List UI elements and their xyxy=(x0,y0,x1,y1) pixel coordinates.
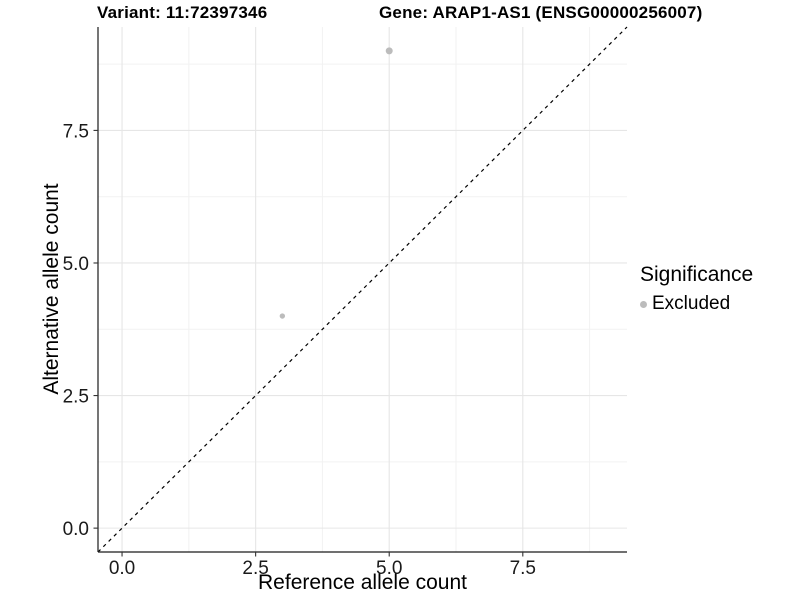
variant-title: Variant: 11:72397346 xyxy=(97,3,268,22)
x-tick-label: 5.0 xyxy=(376,558,402,579)
data-point xyxy=(385,47,393,55)
legend-item-label: Excluded xyxy=(652,293,731,314)
x-tick-label: 2.5 xyxy=(242,558,268,579)
legend-title: Significance xyxy=(640,263,754,286)
x-tick-label: 0.0 xyxy=(109,558,135,579)
y-tick-label: 2.5 xyxy=(63,387,89,408)
data-point xyxy=(279,313,286,319)
legend: Significance Excluded xyxy=(640,263,753,315)
x-tick-label: 7.5 xyxy=(510,558,536,579)
legend-point-icon xyxy=(640,300,647,308)
gene-title: Gene: ARAP1-AS1 (ENSG00000256007) xyxy=(379,3,703,22)
y-tick-label: 5.0 xyxy=(63,254,89,275)
y-tick-label: 7.5 xyxy=(63,121,89,142)
y-axis-title: Alternative allele count xyxy=(40,183,63,395)
x-axis-title: Reference allele count xyxy=(258,571,467,594)
y-tick-label: 0.0 xyxy=(63,519,89,540)
identity-line xyxy=(97,26,628,553)
legend-item-excluded: Excluded xyxy=(640,293,753,315)
